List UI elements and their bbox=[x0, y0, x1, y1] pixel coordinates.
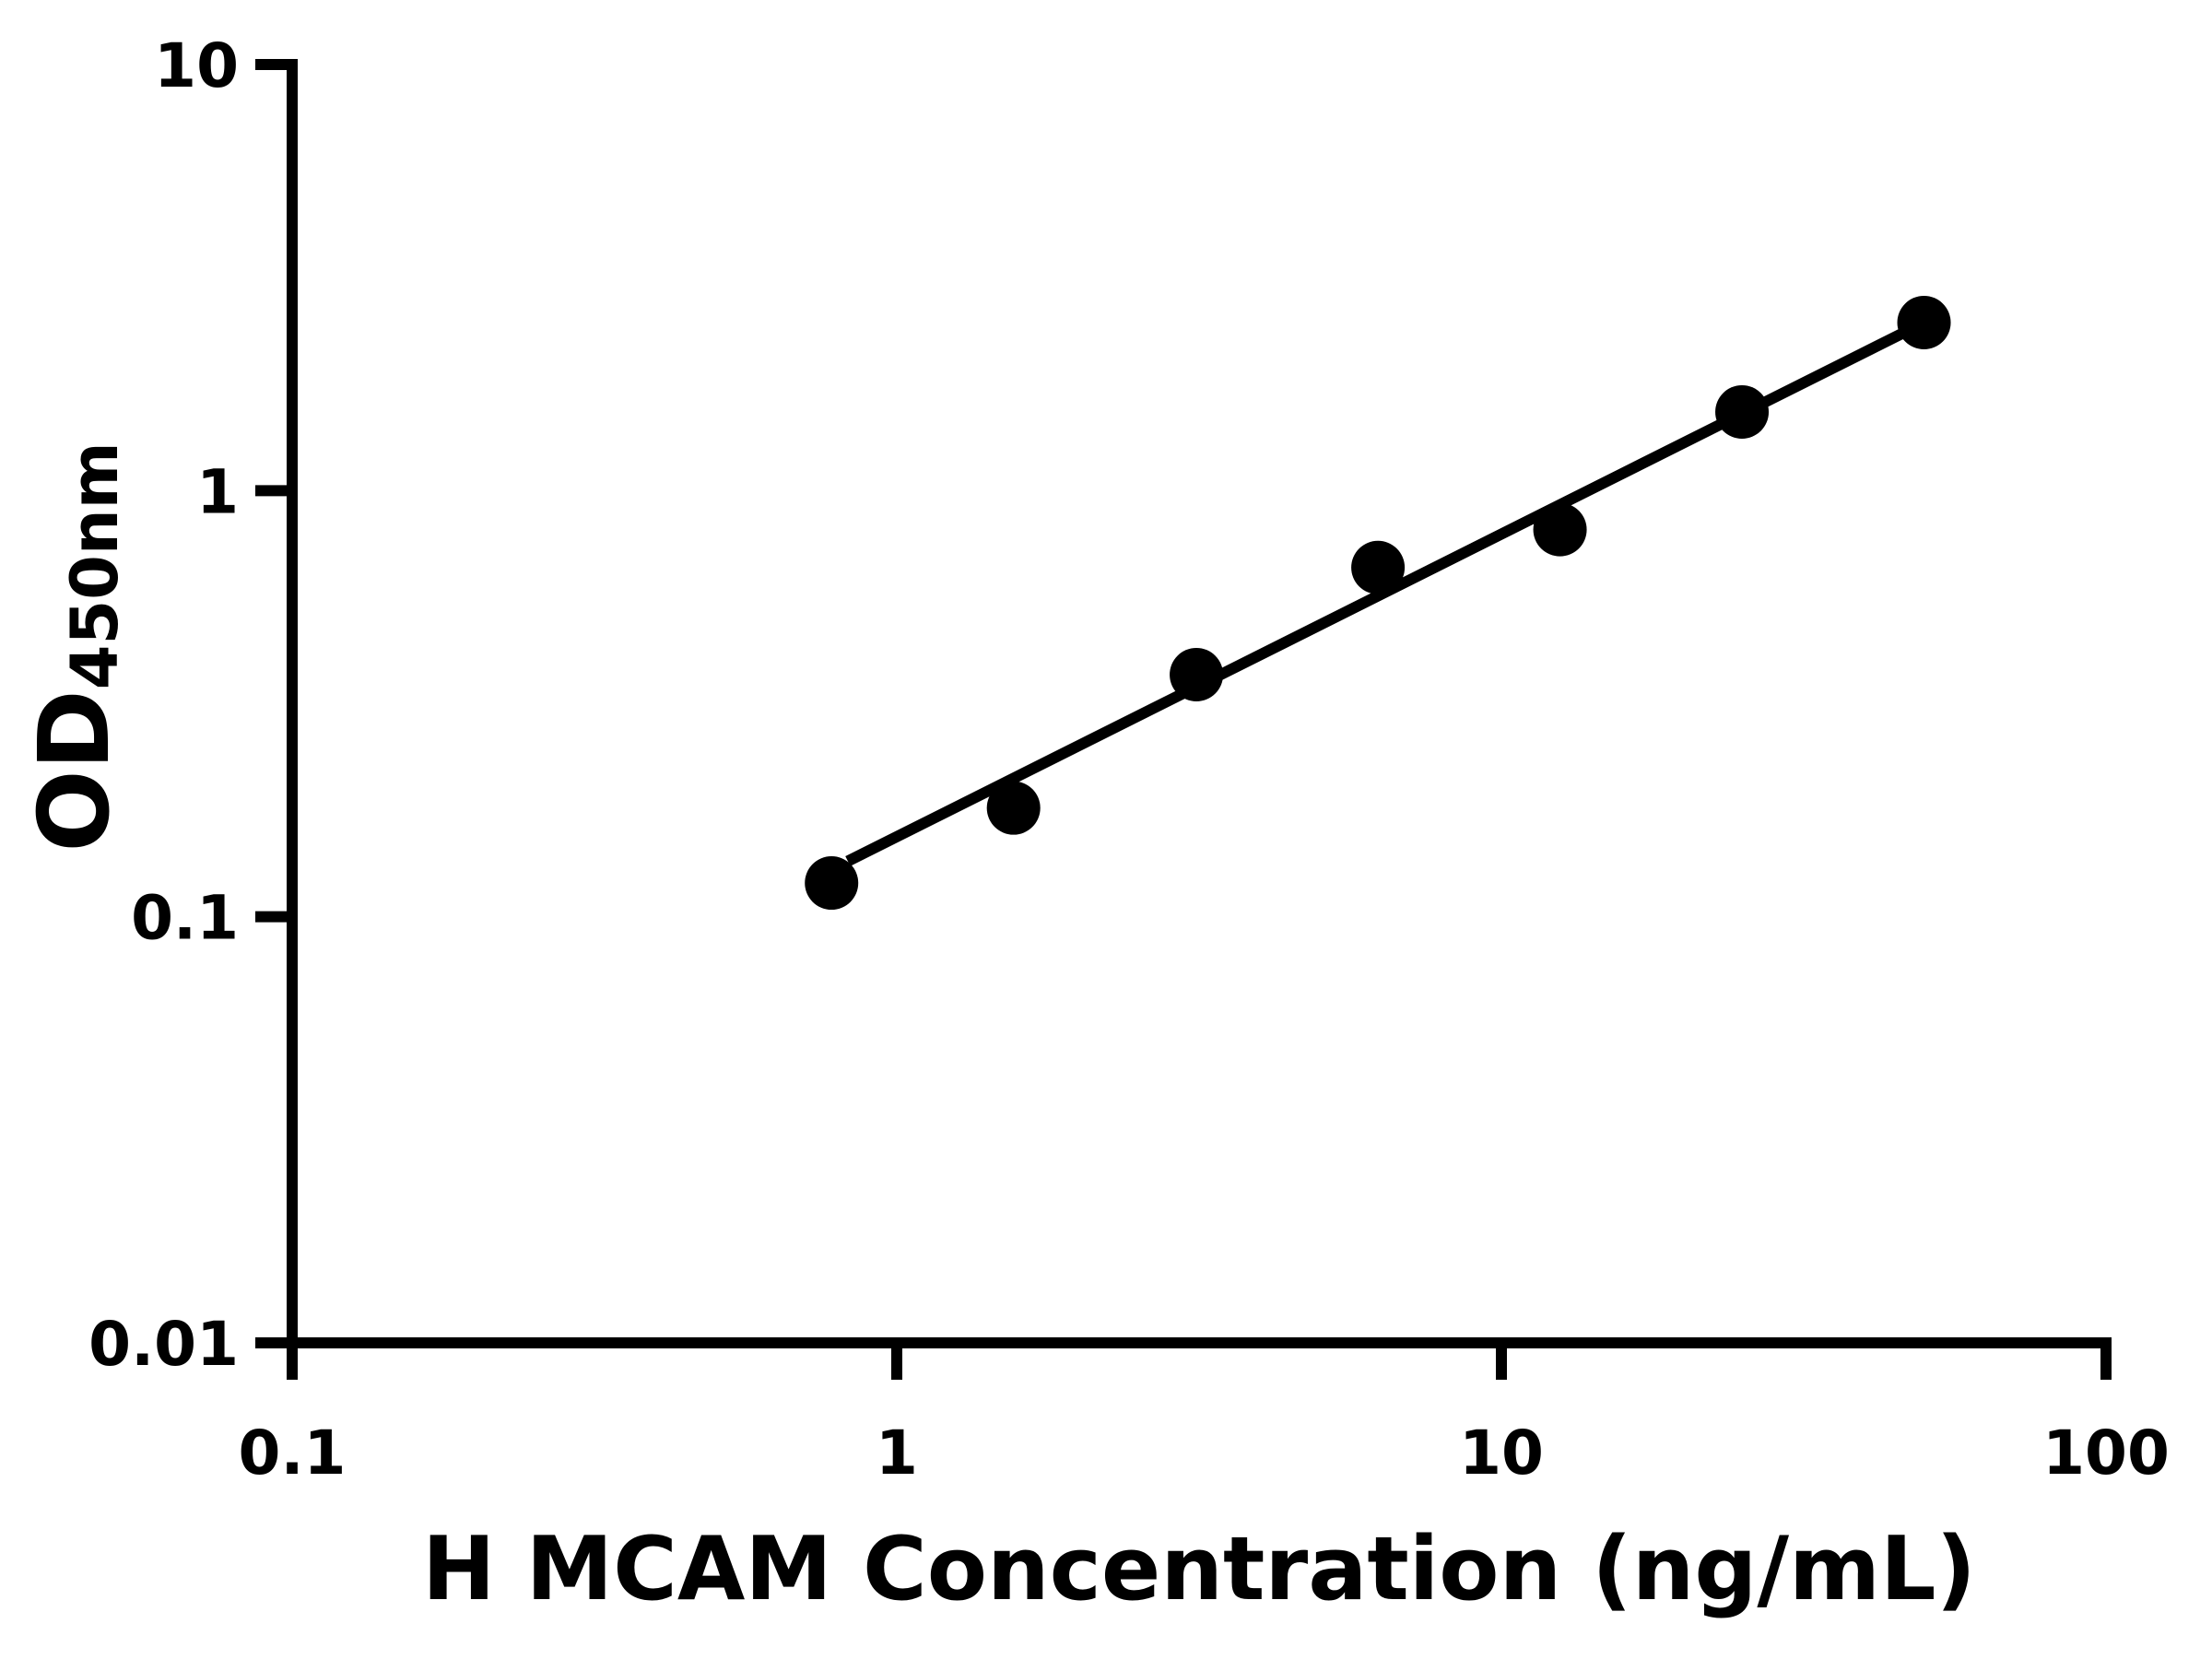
data-point bbox=[805, 856, 859, 911]
x-tick-label: 10 bbox=[1459, 1418, 1544, 1488]
y-tick-label: 1 bbox=[196, 456, 239, 527]
x-tick-label: 0.1 bbox=[239, 1418, 347, 1488]
y-axis-title: OD450nm bbox=[18, 441, 133, 852]
y-tick-label: 0.01 bbox=[88, 1309, 239, 1380]
x-tick-label: 100 bbox=[2042, 1418, 2170, 1488]
data-point bbox=[1715, 384, 1770, 439]
data-point bbox=[1351, 540, 1406, 594]
data-point bbox=[1170, 647, 1224, 701]
y-axis-title-main: OD bbox=[18, 689, 131, 852]
data-point bbox=[1533, 502, 1587, 557]
y-tick-label: 0.1 bbox=[131, 883, 239, 954]
y-tick-label: 10 bbox=[154, 30, 239, 101]
data-point bbox=[1897, 295, 1951, 349]
y-axis-title-subscript: 450nm bbox=[57, 441, 133, 689]
data-point bbox=[986, 781, 1041, 835]
x-tick-label: 1 bbox=[876, 1418, 918, 1488]
x-axis-title: H MCAM Concentration (ng/mL) bbox=[422, 1519, 1976, 1620]
